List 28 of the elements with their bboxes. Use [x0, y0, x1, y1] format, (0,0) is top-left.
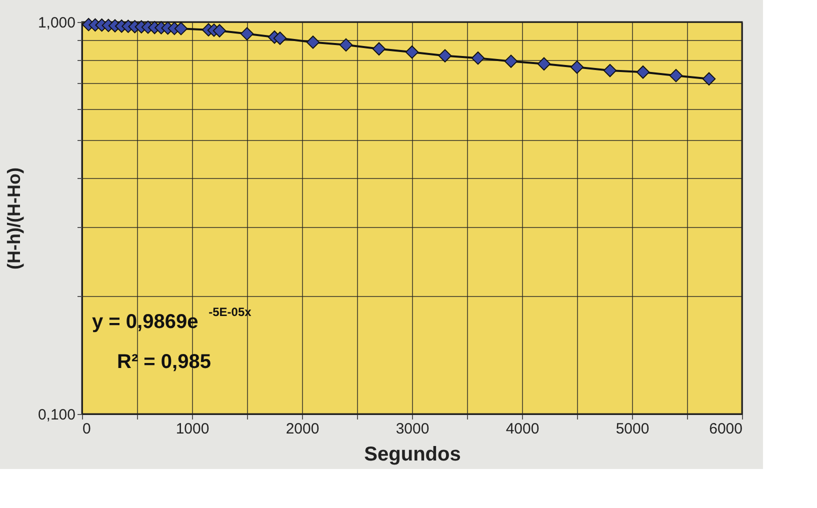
- y-tick-label: 1,000: [38, 14, 76, 32]
- point: [174, 22, 188, 36]
- point: [636, 65, 650, 79]
- x-tick-label: 4000: [506, 420, 540, 438]
- point: [273, 32, 287, 45]
- point: [372, 42, 386, 56]
- point: [537, 57, 551, 70]
- point: [339, 38, 353, 52]
- point: [570, 60, 584, 74]
- x-tick-label: 0: [82, 420, 91, 438]
- x-axis-title: Segundos: [364, 444, 461, 466]
- point: [702, 72, 716, 86]
- point: [603, 64, 617, 78]
- y-axis-title: (H-h)/(H-Ho): [4, 168, 24, 270]
- x-tick-label: 6000: [709, 420, 742, 438]
- point: [306, 36, 320, 49]
- point: [240, 27, 254, 40]
- point: [405, 45, 419, 59]
- x-tick-label: 5000: [616, 420, 650, 438]
- x-tick-label: 2000: [286, 420, 320, 438]
- point: [504, 54, 518, 68]
- point: [471, 51, 485, 65]
- point: [212, 24, 226, 38]
- y-tick-label: 0,100: [38, 406, 76, 424]
- point: [669, 68, 683, 82]
- x-tick-label: 3000: [396, 420, 430, 438]
- point: [438, 49, 452, 62]
- x-tick-label: 1000: [176, 420, 210, 438]
